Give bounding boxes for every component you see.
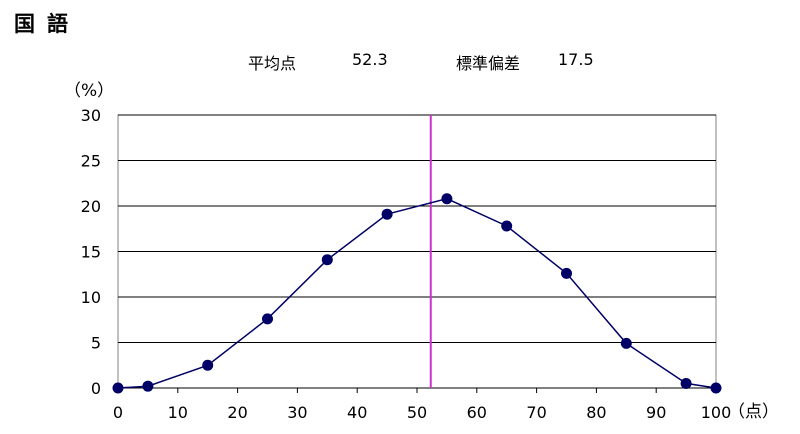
data-point [381,208,393,220]
x-tick-label: 40 [347,403,367,422]
mean-label: 平均点 [248,54,297,73]
y-tick-label: 10 [81,288,101,307]
data-point [112,382,124,394]
y-tick-label: 20 [81,197,101,216]
data-point [262,313,273,325]
data-point [710,382,722,394]
x-tick-label: 0 [113,403,123,422]
x-axis-label: （点） [728,402,779,422]
data-point [620,337,632,349]
series-line [117,197,717,389]
data-point [202,359,214,371]
x-tick-label: 100 [701,403,732,422]
x-tick-label: 70 [526,403,546,422]
y-tick-label: 25 [81,152,101,171]
y-tick-label: 0 [91,379,101,398]
sd-value: 17.5 [558,50,594,69]
y-tick-label: 15 [81,243,101,262]
tick-labels: 0 5 10 15 20 25 30 0 10 20 30 40 50 60 70 80 90 100 [81,106,732,422]
x-tick-label: 20 [227,403,247,422]
data-point [501,220,513,232]
subject-title: 国語 [14,12,80,36]
data-point [142,380,154,392]
mean-value: 52.3 [352,50,388,69]
x-tick-label: 60 [467,403,487,422]
x-tick-label: 80 [586,403,606,422]
y-tick-label: 5 [91,334,101,353]
x-tick-label: 50 [407,403,427,422]
series-group [112,193,722,394]
x-tick-label: 30 [287,403,307,422]
data-point [680,377,692,389]
grid-lines [117,114,717,393]
x-tick-label: 10 [168,403,188,422]
sd-label: 標準偏差 [456,54,521,73]
data-point [321,254,333,266]
data-point [441,193,453,205]
y-tick-label: 30 [81,106,101,125]
data-point [561,267,572,279]
y-axis-label: （%） [64,81,114,101]
x-tick-label: 90 [646,403,666,422]
